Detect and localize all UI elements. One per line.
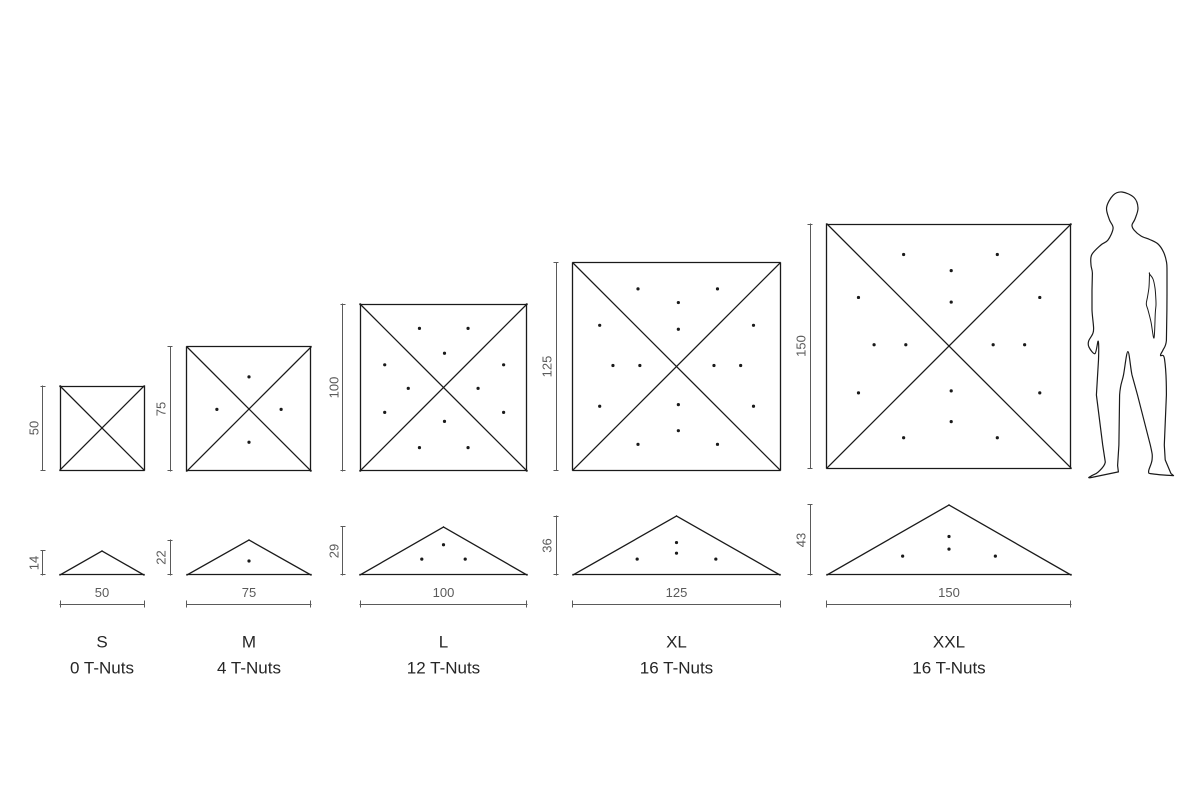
svg-text:75: 75 [153,402,168,416]
svg-text:100: 100 [433,585,455,600]
svg-text:XL: XL [666,633,687,652]
svg-text:125: 125 [666,585,688,600]
svg-text:XXL: XXL [933,633,965,652]
svg-text:75: 75 [242,585,256,600]
svg-text:22: 22 [153,550,168,564]
svg-text:50: 50 [26,421,41,435]
svg-text:125: 125 [539,356,554,378]
svg-text:M: M [242,633,256,652]
svg-text:50: 50 [95,585,109,600]
svg-text:S: S [96,633,107,652]
svg-text:29: 29 [326,544,341,558]
svg-text:4 T-Nuts: 4 T-Nuts [217,659,281,678]
svg-text:150: 150 [938,585,960,600]
svg-text:16 T-Nuts: 16 T-Nuts [640,659,713,678]
svg-text:12 T-Nuts: 12 T-Nuts [407,659,480,678]
svg-text:16 T-Nuts: 16 T-Nuts [912,659,985,678]
svg-text:43: 43 [793,533,808,547]
svg-text:150: 150 [793,335,808,357]
svg-text:100: 100 [326,377,341,399]
svg-text:36: 36 [539,538,554,552]
svg-text:L: L [439,633,448,652]
svg-text:0 T-Nuts: 0 T-Nuts [70,659,134,678]
svg-text:14: 14 [26,556,41,570]
